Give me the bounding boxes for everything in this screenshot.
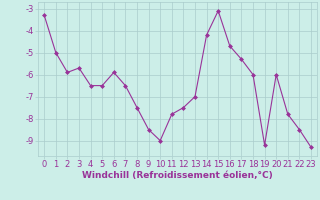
X-axis label: Windchill (Refroidissement éolien,°C): Windchill (Refroidissement éolien,°C) xyxy=(82,171,273,180)
